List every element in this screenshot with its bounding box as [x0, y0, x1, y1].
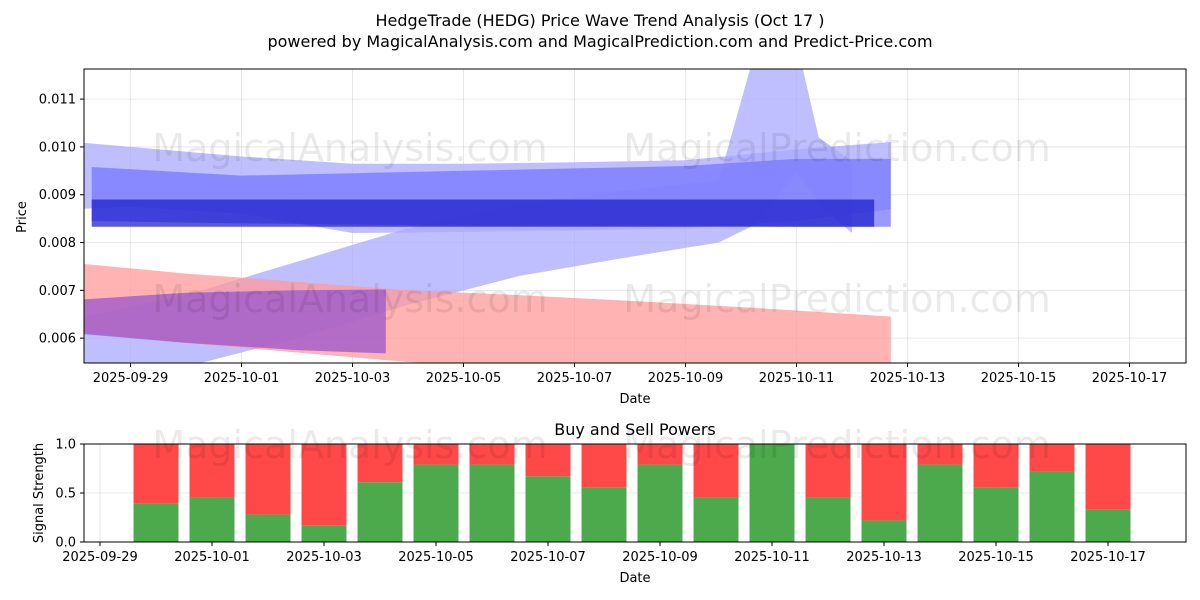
buy-bar [133, 503, 179, 542]
watermark-left: MagicalAnalysis.com [152, 423, 547, 467]
buy-bar [245, 514, 291, 542]
price-y-axis: 0.006 0.007 0.008 0.009 0.010 0.011 [39, 93, 84, 347]
x-tick-label: 2025-09-29 [62, 550, 138, 565]
wave-dark-band [91, 199, 875, 227]
sell-bar [805, 444, 851, 498]
y-tick-label: 0.010 [39, 140, 76, 155]
sell-bar [973, 444, 1019, 488]
wave-purple [84, 289, 386, 354]
buy-bar [189, 497, 235, 542]
y-tick-label: 1.0 [55, 438, 76, 453]
buy-bar [749, 444, 795, 542]
x-tick-label: 2025-10-05 [398, 550, 474, 565]
watermark-left: MagicalAnalysis.com [152, 126, 547, 170]
sell-bar [861, 444, 907, 521]
y-tick-label: 0.009 [39, 188, 76, 203]
buy-bar [301, 525, 347, 542]
x-tick-label: 2025-10-11 [734, 550, 810, 565]
sell-bar [581, 444, 627, 488]
x-tick-label: 2025-10-11 [759, 371, 835, 386]
signal-chart-title: Buy and Sell Powers [554, 420, 716, 439]
x-tick-label: 2025-10-03 [315, 371, 391, 386]
buy-bar [357, 482, 403, 542]
buy-bar [973, 487, 1019, 542]
buy-bar [917, 464, 963, 542]
price-chart: MagicalAnalysis.com MagicalPrediction.co… [15, 68, 1187, 407]
chart-title: HedgeTrade (HEDG) Price Wave Trend Analy… [375, 11, 824, 30]
sell-bar [189, 444, 235, 498]
x-tick-label: 2025-10-01 [174, 550, 250, 565]
price-waves [84, 69, 891, 363]
sell-bar [1029, 444, 1075, 472]
sell-bar [1085, 444, 1131, 510]
x-tick-label: 2025-10-15 [981, 371, 1057, 386]
x-tick-label: 2025-10-13 [870, 371, 946, 386]
signal-y-label: Signal Strength [32, 443, 47, 543]
signal-x-label: Date [619, 571, 650, 586]
sell-bar [245, 444, 291, 515]
buy-bar [805, 497, 851, 542]
y-tick-label: 0.006 [39, 332, 76, 347]
chart-subtitle: powered by MagicalAnalysis.com and Magic… [267, 32, 932, 51]
sell-bar [917, 444, 963, 465]
y-tick-label: 0.007 [39, 284, 76, 299]
x-tick-label: 2025-10-15 [958, 550, 1034, 565]
buy-bar [861, 520, 907, 542]
x-tick-label: 2025-10-07 [537, 371, 613, 386]
x-tick-label: 2025-10-09 [648, 371, 724, 386]
price-y-label: Price [15, 201, 30, 233]
buy-bar [469, 464, 515, 542]
signal-x-axis: 2025-09-29 2025-10-01 2025-10-03 2025-10-05… [62, 542, 1146, 565]
sell-bar [301, 444, 347, 526]
sell-bar [525, 444, 571, 477]
x-tick-label: 2025-10-03 [286, 550, 362, 565]
signal-bars [133, 444, 1131, 542]
sell-bar [413, 444, 459, 465]
buy-bar [581, 487, 627, 542]
signal-y-axis: 0.0 0.5 1.0 [55, 438, 84, 551]
buy-bar [525, 476, 571, 542]
watermark-left: MagicalAnalysis.com [152, 277, 547, 321]
y-tick-label: 0.011 [39, 93, 76, 108]
buy-bar [637, 464, 683, 542]
price-x-label: Date [619, 392, 650, 407]
x-tick-label: 2025-10-09 [622, 550, 698, 565]
watermark-right: MagicalPrediction.com [623, 277, 1051, 321]
x-tick-label: 2025-10-17 [1092, 371, 1168, 386]
x-tick-label: 2025-09-29 [93, 371, 169, 386]
buy-bar [413, 464, 459, 542]
sell-bar [133, 444, 179, 504]
y-tick-label: 0.0 [55, 536, 76, 551]
y-tick-label: 0.008 [39, 236, 76, 251]
buy-bar [693, 497, 739, 542]
sell-bar [469, 444, 515, 465]
watermark-right: MagicalPrediction.com [623, 423, 1051, 467]
x-tick-label: 2025-10-07 [510, 550, 586, 565]
buy-bar [1085, 509, 1131, 542]
y-tick-label: 0.5 [55, 487, 76, 502]
x-tick-label: 2025-10-01 [204, 371, 280, 386]
x-tick-label: 2025-10-05 [426, 371, 502, 386]
sell-bar [357, 444, 403, 483]
x-tick-label: 2025-10-17 [1070, 550, 1146, 565]
signal-chart: Buy and Sell Powers MagicalAnalysis.com … [32, 420, 1187, 586]
sell-bar [637, 444, 683, 465]
watermark-right: MagicalPrediction.com [623, 126, 1051, 170]
x-tick-label: 2025-10-13 [846, 550, 922, 565]
price-plot-frame [83, 68, 1187, 364]
price-x-axis: 2025-09-29 2025-10-01 2025-10-03 2025-10-05… [93, 363, 1168, 386]
sell-bar [693, 444, 739, 498]
buy-bar [1029, 471, 1075, 542]
